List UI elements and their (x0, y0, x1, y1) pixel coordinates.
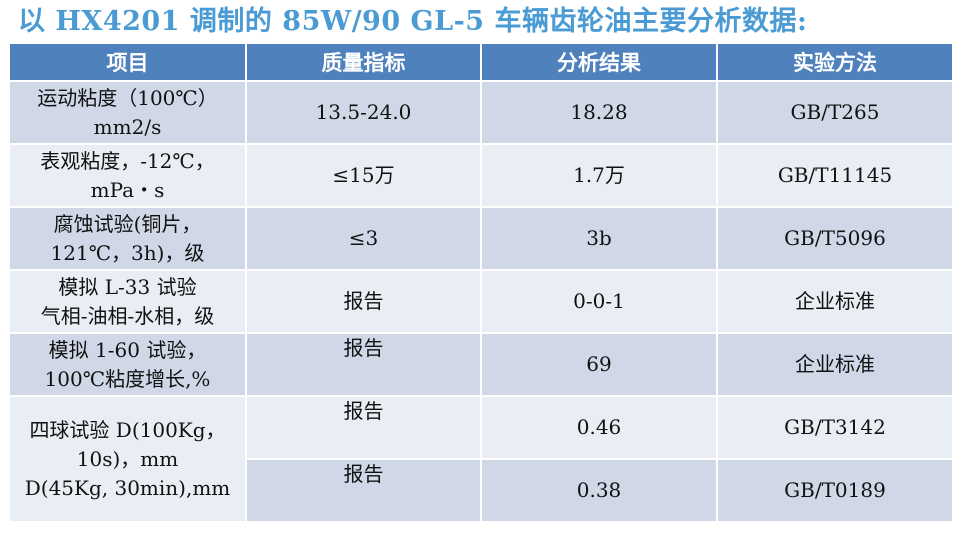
slide-title: 以 HX4201 调制的 85W/90 GL-5 车辆齿轮油主要分析数据: (18, 6, 808, 37)
method-cell: GB/T11145 (716, 143, 954, 208)
item-cell: 表观粘度，-12℃， mPa・s (8, 143, 247, 208)
item-cell: 腐蚀试验(铜片， 121℃，3h)，级 (8, 206, 247, 271)
result-cell: 69 (480, 332, 718, 397)
method-cell: GB/T0189 (716, 458, 954, 523)
method-cell: GB/T5096 (716, 206, 954, 271)
result-cell: 3b (480, 206, 718, 271)
method-cell: 企业标准 (716, 332, 954, 397)
item-line: 腐蚀试验(铜片， (53, 211, 202, 236)
item-cell: 模拟 1-60 试验， 100℃粘度增长,% (8, 332, 247, 397)
table-row: 运动粘度（100℃） mm2/s 13.5-24.0 18.28 GB/T265 (8, 80, 954, 145)
item-cell: 模拟 L-33 试验 气相-油相-水相，级 (8, 269, 247, 334)
header-item: 项目 (8, 42, 247, 82)
item-line: D(45Kg, 30min),mm (24, 475, 231, 500)
header-quality-spec: 质量指标 (245, 42, 482, 82)
spec-cell: ≤3 (245, 206, 482, 271)
method-cell: 企业标准 (716, 269, 954, 334)
table-row: 报告 0.38 GB/T0189 (9, 458, 954, 523)
item-cell: 运动粘度（100℃） mm2/s (8, 80, 247, 145)
merged-item-cell: 四球试验 D(100Kg， 10s)，mm D(45Kg, 30min),mm (8, 395, 247, 523)
result-cell: 0.38 (480, 458, 718, 523)
method-cell: GB/T265 (716, 80, 954, 145)
item-line: 运动粘度（100℃） (37, 85, 218, 110)
item-line: 100℃粘度增长,% (44, 366, 211, 391)
table-header-row: 项目 质量指标 分析结果 实验方法 (8, 42, 954, 82)
item-line: 10s)，mm (76, 446, 179, 471)
header-analysis-result: 分析结果 (480, 42, 718, 82)
item-line: mm2/s (93, 114, 162, 139)
spec-cell: 13.5-24.0 (245, 80, 482, 145)
table-row: 模拟 1-60 试验， 100℃粘度增长,% 报告 69 企业标准 (8, 332, 954, 397)
item-line: 表观粘度，-12℃， (40, 148, 215, 173)
table-row: 四球试验 D(100Kg， 10s)，mm D(45Kg, 30min),mm … (8, 395, 954, 523)
table-row: 模拟 L-33 试验 气相-油相-水相，级 报告 0-0-1 企业标准 (8, 269, 954, 334)
result-cell: 0.46 (480, 395, 718, 460)
spec-cell: 报告 (245, 332, 482, 397)
result-cell: 1.7万 (480, 143, 718, 208)
item-line: 气相-油相-水相，级 (40, 303, 215, 328)
table-row: 腐蚀试验(铜片， 121℃，3h)，级 ≤3 3b GB/T5096 (8, 206, 954, 271)
spec-cell: ≤15万 (245, 143, 482, 208)
analysis-data-table: 项目 质量指标 分析结果 实验方法 运动粘度（100℃） mm2/s 13.5-2… (8, 42, 954, 523)
item-line: 121℃，3h)，级 (50, 240, 205, 265)
spec-cell: 报告 (245, 395, 482, 460)
item-line: 四球试验 D(100Kg， (29, 417, 226, 442)
spec-cell: 报告 (245, 269, 482, 334)
table-row: 表观粘度，-12℃， mPa・s ≤15万 1.7万 GB/T11145 (8, 143, 954, 208)
item-line: 模拟 L-33 试验 (58, 274, 197, 299)
result-cell: 18.28 (480, 80, 718, 145)
result-cell: 0-0-1 (480, 269, 718, 334)
spec-cell: 报告 (245, 458, 482, 523)
header-test-method: 实验方法 (716, 42, 954, 82)
item-line: mPa・s (90, 177, 165, 202)
method-cell: GB/T3142 (716, 395, 954, 460)
item-line: 模拟 1-60 试验， (48, 337, 207, 362)
